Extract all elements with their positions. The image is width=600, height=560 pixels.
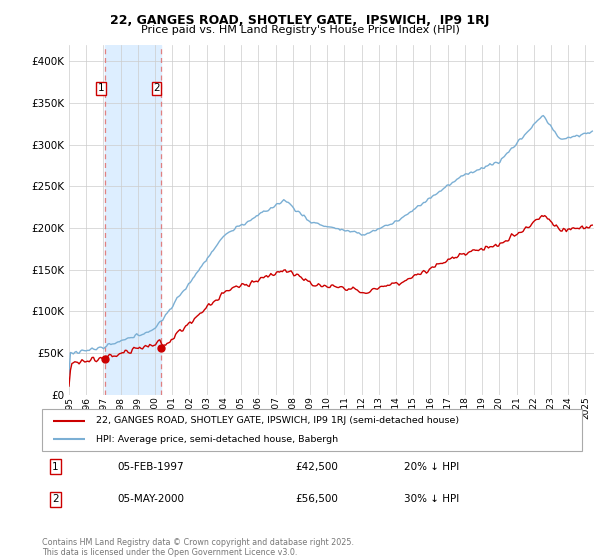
FancyBboxPatch shape [42,409,582,451]
Text: 05-FEB-1997: 05-FEB-1997 [118,461,184,472]
Text: 1: 1 [97,83,104,93]
Text: £42,500: £42,500 [296,461,338,472]
Text: 2: 2 [154,83,160,93]
Text: 30% ↓ HPI: 30% ↓ HPI [404,494,459,505]
Text: 05-MAY-2000: 05-MAY-2000 [118,494,185,505]
Bar [105,45,161,395]
Text: £56,500: £56,500 [296,494,338,505]
Text: Price paid vs. HM Land Registry's House Price Index (HPI): Price paid vs. HM Land Registry's House … [140,25,460,35]
Text: 22, GANGES ROAD, SHOTLEY GATE, IPSWICH, IP9 1RJ (semi-detached house): 22, GANGES ROAD, SHOTLEY GATE, IPSWICH, … [96,416,459,425]
Text: 2: 2 [52,494,59,505]
Text: Contains HM Land Registry data © Crown copyright and database right 2025.
This d: Contains HM Land Registry data © Crown c… [42,538,354,557]
Text: HPI: Average price, semi-detached house, Babergh: HPI: Average price, semi-detached house,… [96,435,338,444]
Text: 1: 1 [52,461,59,472]
Text: 22, GANGES ROAD, SHOTLEY GATE,  IPSWICH,  IP9 1RJ: 22, GANGES ROAD, SHOTLEY GATE, IPSWICH, … [110,14,490,27]
Text: 20% ↓ HPI: 20% ↓ HPI [404,461,459,472]
